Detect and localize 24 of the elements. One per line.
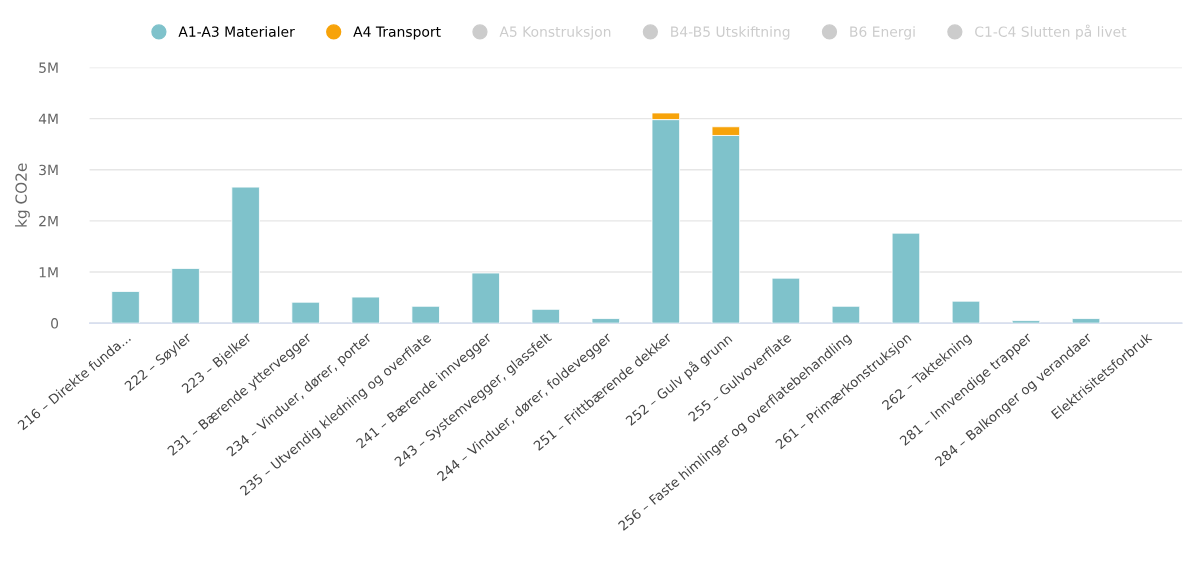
bar	[171, 268, 200, 324]
bar	[231, 186, 260, 324]
y-tick-label: 0	[51, 318, 59, 329]
bar	[411, 305, 440, 324]
bar	[351, 296, 380, 324]
y-tick-label: 4M	[38, 113, 58, 124]
bar	[291, 301, 320, 324]
bar	[771, 277, 801, 324]
legend-label: A1-A3 Materialer	[178, 26, 295, 37]
y-tick-label: 3M	[39, 164, 58, 176]
bar	[891, 232, 921, 324]
bar	[531, 308, 560, 324]
bar	[1011, 320, 1041, 324]
y-tick-label: 2M	[39, 215, 58, 227]
bar	[111, 291, 140, 324]
y-tick-label: 5M	[39, 62, 58, 73]
bar	[951, 300, 981, 324]
bar	[591, 318, 621, 324]
bar	[831, 305, 861, 324]
y-tick-label: 1M	[39, 267, 58, 278]
bar	[1071, 318, 1101, 324]
bar	[471, 272, 500, 324]
y-axis-title: kg CO2e	[15, 163, 30, 227]
legend-label: A4 Transport	[353, 26, 441, 40]
